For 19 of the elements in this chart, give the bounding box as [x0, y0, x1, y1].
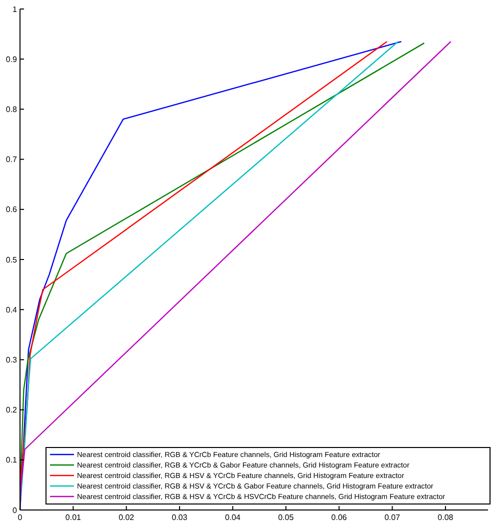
y-tick-label: 0.8	[6, 105, 18, 114]
y-tick-label: 0.4	[6, 305, 18, 314]
x-tick-label: 0.05	[278, 513, 294, 522]
y-tick-label: 0.7	[6, 155, 18, 164]
x-tick-label: 0.02	[118, 513, 135, 522]
y-tick-label: 1	[12, 4, 18, 14]
x-tick-label: 0.04	[224, 513, 242, 522]
y-tick-label: 0.9	[6, 54, 18, 64]
y-tick-label: 0.5	[6, 255, 18, 264]
x-tick-label: 0.08	[438, 513, 454, 522]
x-tick-label: 0.07	[384, 513, 401, 522]
y-tick-label: 0.2	[6, 406, 18, 415]
y-tick-label: 0.1	[6, 456, 18, 465]
x-tick-label: 0.03	[172, 513, 188, 522]
y-tick-label: 0	[12, 506, 18, 515]
y-tick-label: 0.6	[6, 205, 18, 214]
y-tick-label: 0.3	[6, 356, 18, 364]
x-tick-label: 0.01	[65, 513, 82, 522]
x-tick-label: 0.06	[331, 513, 348, 522]
